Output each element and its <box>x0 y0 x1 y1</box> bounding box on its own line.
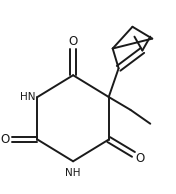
Text: O: O <box>136 152 145 165</box>
Text: HN: HN <box>20 92 35 102</box>
Text: NH: NH <box>65 168 81 178</box>
Text: O: O <box>0 133 10 146</box>
Text: O: O <box>68 35 78 48</box>
